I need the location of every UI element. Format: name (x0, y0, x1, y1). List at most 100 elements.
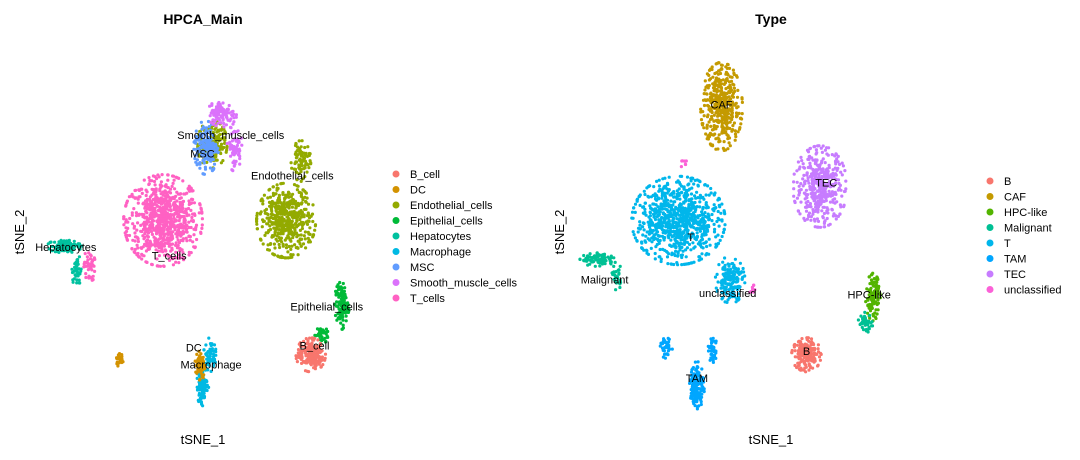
scatter-point (301, 198, 305, 202)
scatter-point (713, 227, 717, 231)
scatter-point (702, 241, 706, 245)
scatter-point (291, 236, 295, 240)
scatter-point (657, 184, 662, 188)
scatter-point (221, 101, 225, 105)
scatter-point (338, 317, 342, 321)
scatter-point (652, 202, 656, 206)
scatter-point (205, 142, 209, 146)
scatter-point (335, 289, 339, 294)
scatter-point (156, 249, 160, 253)
scatter-point (335, 318, 339, 322)
scatter-point (159, 249, 163, 253)
scatter-point (307, 216, 312, 220)
scatter-point (707, 73, 711, 77)
scatter-point (677, 187, 681, 191)
scatter-point (142, 237, 146, 241)
scatter-point (822, 221, 827, 225)
scatter-point (798, 346, 802, 350)
scatter-point (812, 145, 816, 149)
legend-label: T_cells (410, 293, 445, 305)
scatter-point (732, 121, 737, 125)
scatter-point (673, 253, 677, 258)
scatter-point (643, 201, 648, 205)
scatter-point (301, 154, 305, 158)
scatter-point (136, 197, 140, 201)
scatter-point (823, 190, 827, 194)
scatter-point (213, 109, 217, 113)
scatter-point (280, 225, 284, 229)
scatter-point (172, 216, 176, 220)
scatter-point (289, 220, 293, 225)
scatter-point (263, 211, 267, 215)
scatter-point (235, 143, 239, 148)
scatter-point (189, 225, 193, 230)
scatter-point (311, 233, 316, 237)
scatter-point (148, 228, 152, 232)
scatter-point (805, 171, 809, 175)
scatter-point (671, 230, 675, 234)
legend-label: Smooth_muscle_cells (410, 278, 517, 290)
scatter-point (201, 137, 206, 141)
scatter-point (856, 318, 861, 322)
scatter-point (705, 244, 709, 249)
scatter-point (296, 184, 300, 188)
scatter-point (160, 226, 164, 230)
scatter-point (195, 388, 200, 392)
scatter-point (697, 255, 701, 259)
scatter-point (298, 341, 302, 345)
scatter-point (301, 242, 306, 246)
scatter-point (836, 188, 841, 192)
scatter-point (734, 101, 738, 105)
scatter-point (715, 61, 720, 65)
scatter-point (720, 234, 724, 239)
scatter-point (807, 363, 811, 367)
scatter-point (216, 121, 220, 125)
scatter-point (339, 321, 343, 325)
scatter-point (726, 63, 730, 67)
scatter-point (180, 207, 184, 211)
scatter-point (305, 196, 309, 200)
scatter-point (289, 247, 293, 251)
scatter-point (198, 377, 202, 381)
scatter-point (271, 252, 275, 256)
scatter-point (875, 276, 879, 280)
scatter-point (842, 205, 846, 209)
scatter-point (875, 280, 879, 284)
scatter-point (165, 203, 169, 207)
scatter-point (136, 201, 140, 205)
scatter-point (144, 222, 149, 226)
scatter-point (164, 185, 169, 189)
scatter-point (295, 188, 299, 192)
scatter-point (653, 257, 657, 261)
scatter-point (273, 231, 277, 235)
scatter-point (698, 205, 702, 209)
scatter-point (721, 278, 725, 282)
scatter-point (158, 198, 162, 202)
scatter-point (733, 132, 738, 136)
scatter-point (187, 199, 191, 203)
scatter-point (318, 327, 323, 331)
scatter-point (159, 240, 163, 244)
scatter-point (318, 332, 322, 336)
scatter-point (198, 392, 202, 396)
cluster-label: B_cell (300, 341, 330, 353)
scatter-point (156, 239, 160, 243)
scatter-point (674, 214, 678, 218)
scatter-point (792, 172, 796, 176)
scatter-point (730, 128, 734, 132)
scatter-point (660, 205, 664, 209)
scatter-point (70, 267, 74, 271)
scatter-point (810, 188, 814, 192)
scatter-point (185, 239, 189, 243)
scatter-point (204, 343, 208, 347)
scatter-point (166, 178, 170, 182)
scatter-point (75, 262, 79, 266)
scatter-point (265, 216, 269, 220)
scatter-point (148, 217, 152, 221)
scatter-point (731, 277, 735, 281)
scatter-point (697, 258, 701, 262)
scatter-point (224, 123, 228, 127)
scatter-point (132, 207, 136, 211)
scatter-point (699, 110, 703, 114)
scatter-point (807, 213, 811, 217)
